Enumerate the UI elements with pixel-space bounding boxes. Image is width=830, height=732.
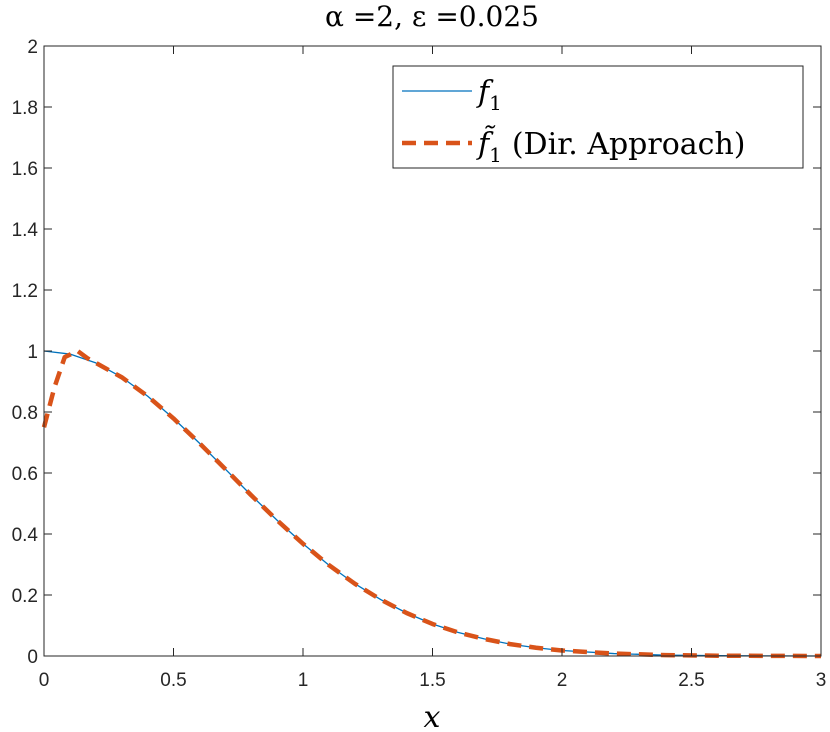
legend-f1-tilde-suffix: (Dir. Approach) [512,127,746,162]
x-tick-label: 2.5 [678,670,704,691]
y-tick-label: 1.4 [12,220,39,241]
y-tick-label: 2 [27,37,38,58]
legend-f1-sub: 1 [489,91,502,115]
y-tick-label: 1.2 [12,281,38,302]
y-tick-label: 1.8 [12,98,38,119]
legend-box [392,65,804,169]
legend-label-f1-tilde: f̃1 (Dir. Approach) [476,125,746,167]
legend: f1 f̃1 (Dir. Approach) [392,65,804,169]
y-tick-label: 0.4 [12,525,39,546]
series-layer [41,348,822,659]
chart-title: α =2, ε =0.025 [325,0,539,33]
x-axis: 0 0.5 1 1.5 2 2.5 3 [39,46,827,691]
x-tick-label: 0.5 [160,670,186,691]
x-tick-label: 1.5 [419,670,445,691]
legend-f1-tilde-sub: 1 [489,143,502,167]
x-tick-label: 0 [39,670,50,691]
y-tick-label: 0.6 [12,464,38,485]
y-axis: 0 0.2 0.4 0.6 0.8 1 1.2 1.4 1.6 1.8 2 [12,37,821,668]
y-tick-label: 1.6 [12,159,38,180]
y-tick-label: 0.8 [12,403,38,424]
x-tick-label: 3 [816,670,827,691]
y-tick-label: 1 [27,342,38,363]
x-axis-label: x [424,700,441,732]
series-line-f1-tilde [41,348,822,659]
x-tick-label: 2 [557,670,568,691]
x-tick-label: 1 [298,670,309,691]
y-tick-label: 0 [27,647,38,668]
y-tick-label: 0.2 [12,586,38,607]
